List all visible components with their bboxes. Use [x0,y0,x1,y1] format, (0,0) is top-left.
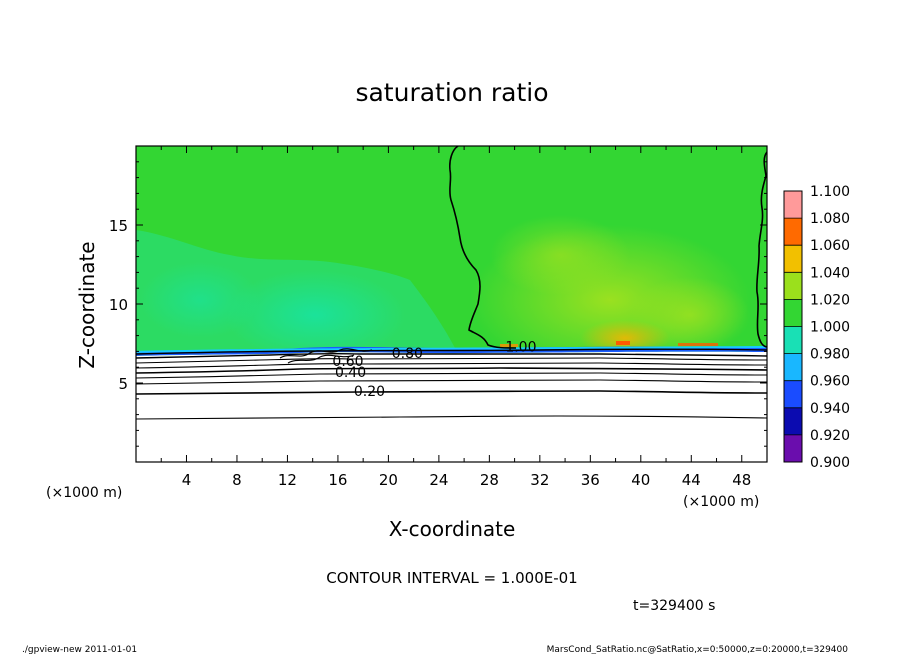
x-axis-label: X-coordinate [389,517,516,541]
contour-label: 1.00 [505,340,536,356]
x-tick-label: 48 [732,471,751,489]
y-unit-label: (×1000 m) [46,485,122,501]
colorbar-label: 0.920 [810,428,850,444]
colorbar-label: 0.980 [810,347,850,363]
colorbar-band [784,434,802,462]
unsaturated-region [136,351,767,462]
x-tick-label: 28 [480,471,499,489]
chart-title: saturation ratio [355,78,548,107]
x-tick-label: 24 [429,471,448,489]
x-tick-label: 16 [328,471,347,489]
time-label: t=329400 s [633,598,715,614]
contour-label: 0.20 [354,384,385,400]
x-tick-label: 20 [379,471,398,489]
colorbar-label: 1.060 [810,238,850,254]
colorbar-label: 0.940 [810,401,850,417]
low-saturation-region [136,230,455,360]
colorbar-label: 1.040 [810,265,850,281]
y-axis: 5 10 15 [109,161,767,447]
colorbar-band [784,218,802,246]
colorbar-band [784,272,802,300]
plot-area: 0.20 0.400.60 0.80 1.00 [136,146,767,462]
unity-contour [449,146,767,349]
x-tick-label: 8 [232,471,242,489]
colorbar-band [784,326,802,354]
contour-lines [136,348,767,420]
contour-labels: 0.20 0.400.60 0.80 1.00 [332,340,536,400]
x-axis: 4 8 12 16 20 24 28 32 36 40 44 48 [160,146,751,489]
y-tick-label: 15 [109,217,128,235]
x-unit-label: (×1000 m) [683,494,759,510]
colorbar-label: 0.960 [810,374,850,390]
colorbar-band [784,380,802,408]
x-tick-label: 44 [682,471,701,489]
contour-label: 0.60 [332,354,363,370]
x-tick-label: 4 [182,471,192,489]
colorbar: 0.900 0.920 0.940 0.960 0.980 1.000 1.020 1.040… [783,184,850,471]
colorbar-label: 1.000 [810,320,850,336]
x-tick-label: 12 [278,471,297,489]
footer-left: ./gpview-new 2011-01-01 [22,645,137,654]
colorbar-band [784,245,802,273]
colorbar-band-top [784,191,802,219]
colorbar-band [784,353,802,381]
colorbar-band [784,407,802,435]
contour-interval-text: CONTOUR INTERVAL = 1.000E-01 [326,569,577,587]
y-tick-label: 10 [109,296,128,314]
x-tick-label: 32 [530,471,549,489]
colorbar-band [784,299,802,327]
contour-label: 0.40 [335,365,366,381]
colorbar-label: 1.020 [810,292,850,308]
x-tick-label: 36 [581,471,600,489]
footer-right: MarsCond_SatRatio.nc@SatRatio,x=0:50000,… [547,645,849,654]
colorbar-frame [783,190,803,463]
colorbar-label: 0.900 [810,455,850,471]
y-axis-label: Z-coordinate [75,241,99,368]
y-tick-label: 5 [118,375,128,393]
colorbar-label: 1.080 [810,211,850,227]
x-tick-label: 40 [631,471,650,489]
contour-label: 0.80 [392,346,423,362]
colorbar-label: 1.100 [810,184,850,200]
